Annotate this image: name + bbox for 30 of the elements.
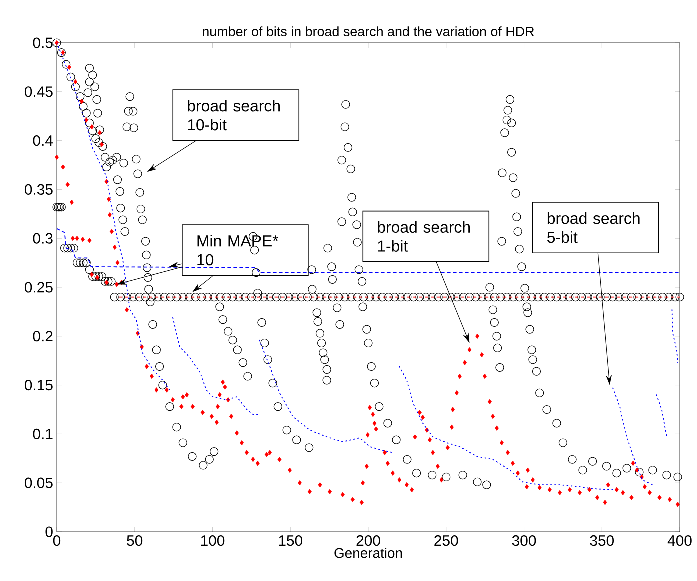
y-tick-label: 0.4 xyxy=(33,136,54,146)
x-tick-label: 200 xyxy=(356,536,380,546)
annotation: broad search 10-bit xyxy=(188,100,280,131)
y-tick-label: 0.5 xyxy=(33,38,53,48)
y-tick-label: 0.2 xyxy=(33,331,53,342)
y-tick-label: 0.45 xyxy=(24,86,53,98)
y-tick-label: 0.25 xyxy=(24,282,53,293)
x-tick-label: 400 xyxy=(668,536,692,546)
y-tick-label: 0.3 xyxy=(33,233,53,244)
x-tick-label: 100 xyxy=(201,536,225,546)
x-tick-label: 150 xyxy=(279,536,302,546)
x-axis-title: Generation xyxy=(334,548,402,558)
line-series xyxy=(672,310,678,364)
chart-title: number of bits in broad search and the variation of HDR xyxy=(203,26,534,36)
x-tick-label: 300 xyxy=(512,536,536,546)
x-tick-label: 50 xyxy=(127,536,143,546)
annotation: Min MAPE* 10 xyxy=(198,235,279,266)
y-tick-label: 0.1 xyxy=(33,428,53,440)
y-tick-label: 0.35 xyxy=(24,184,53,195)
y-tick-label: 0.15 xyxy=(24,380,53,391)
x-tick-label: 250 xyxy=(434,536,458,546)
y-tick-label: 0.05 xyxy=(24,478,53,488)
annotation: broad search 1-bit xyxy=(378,221,470,252)
x-tick-label: 350 xyxy=(590,536,614,546)
line-series xyxy=(612,388,654,486)
annotation: broad search 5-bit xyxy=(548,212,640,244)
line-series xyxy=(259,340,394,454)
y-tick-label: 0 xyxy=(46,526,53,538)
x-tick-label: 0 xyxy=(53,536,61,546)
line-series xyxy=(172,317,260,416)
